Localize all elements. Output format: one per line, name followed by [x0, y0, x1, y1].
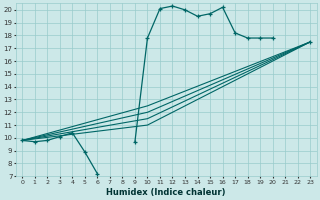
X-axis label: Humidex (Indice chaleur): Humidex (Indice chaleur) — [107, 188, 226, 197]
